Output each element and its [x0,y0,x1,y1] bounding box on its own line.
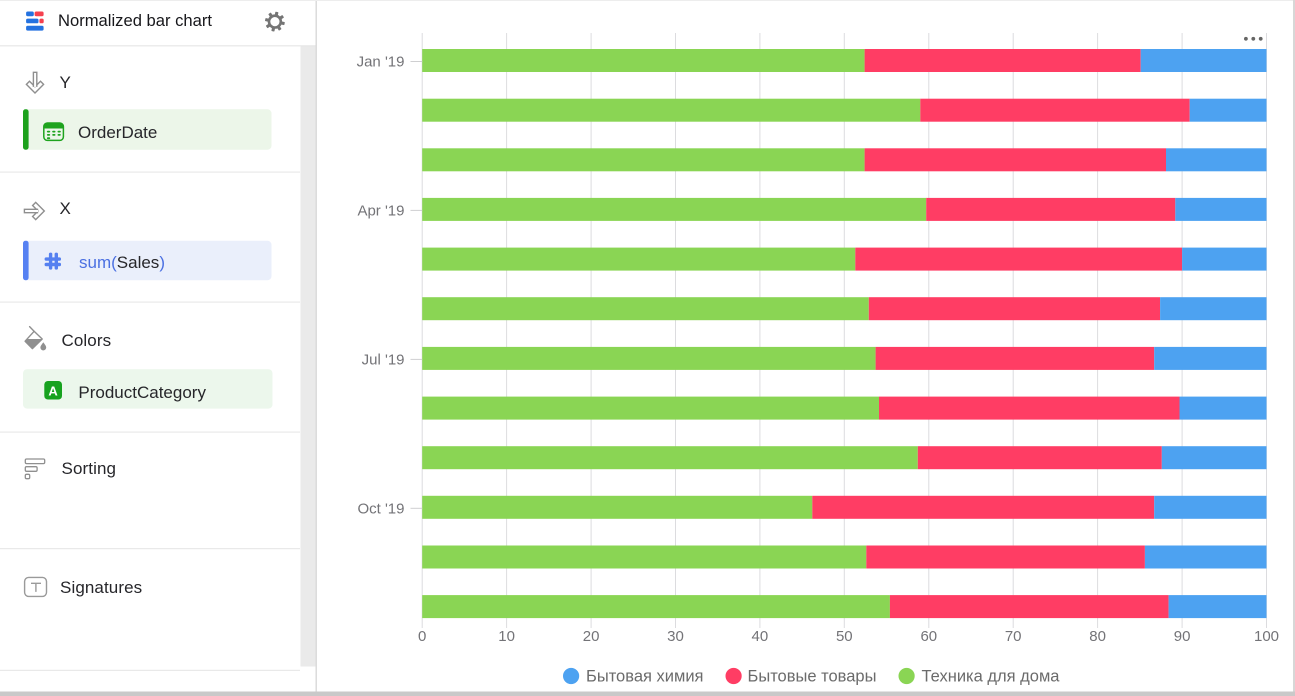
svg-text:60: 60 [920,628,937,645]
svg-text:A: A [48,384,58,399]
svg-text:80: 80 [1089,628,1106,645]
svg-text:Apr '19: Apr '19 [357,202,404,219]
svg-text:10: 10 [498,628,515,645]
svg-text:20: 20 [583,628,600,645]
svg-text:30: 30 [667,628,684,645]
svg-text:Jan '19: Jan '19 [357,54,405,71]
svg-text:Oct '19: Oct '19 [357,500,404,517]
svg-text:Jul '19: Jul '19 [362,351,405,368]
svg-text:40: 40 [752,628,769,645]
svg-text:70: 70 [1005,628,1022,645]
svg-text:Бытовые товары: Бытовые товары [748,668,877,686]
svg-text:Бытовая химия: Бытовая химия [586,668,703,686]
svg-text:100: 100 [1254,628,1279,645]
svg-text:90: 90 [1174,628,1191,645]
svg-text:50: 50 [836,628,853,645]
svg-text:0: 0 [418,628,426,645]
svg-text:Техника для дома: Техника для дома [922,668,1061,686]
